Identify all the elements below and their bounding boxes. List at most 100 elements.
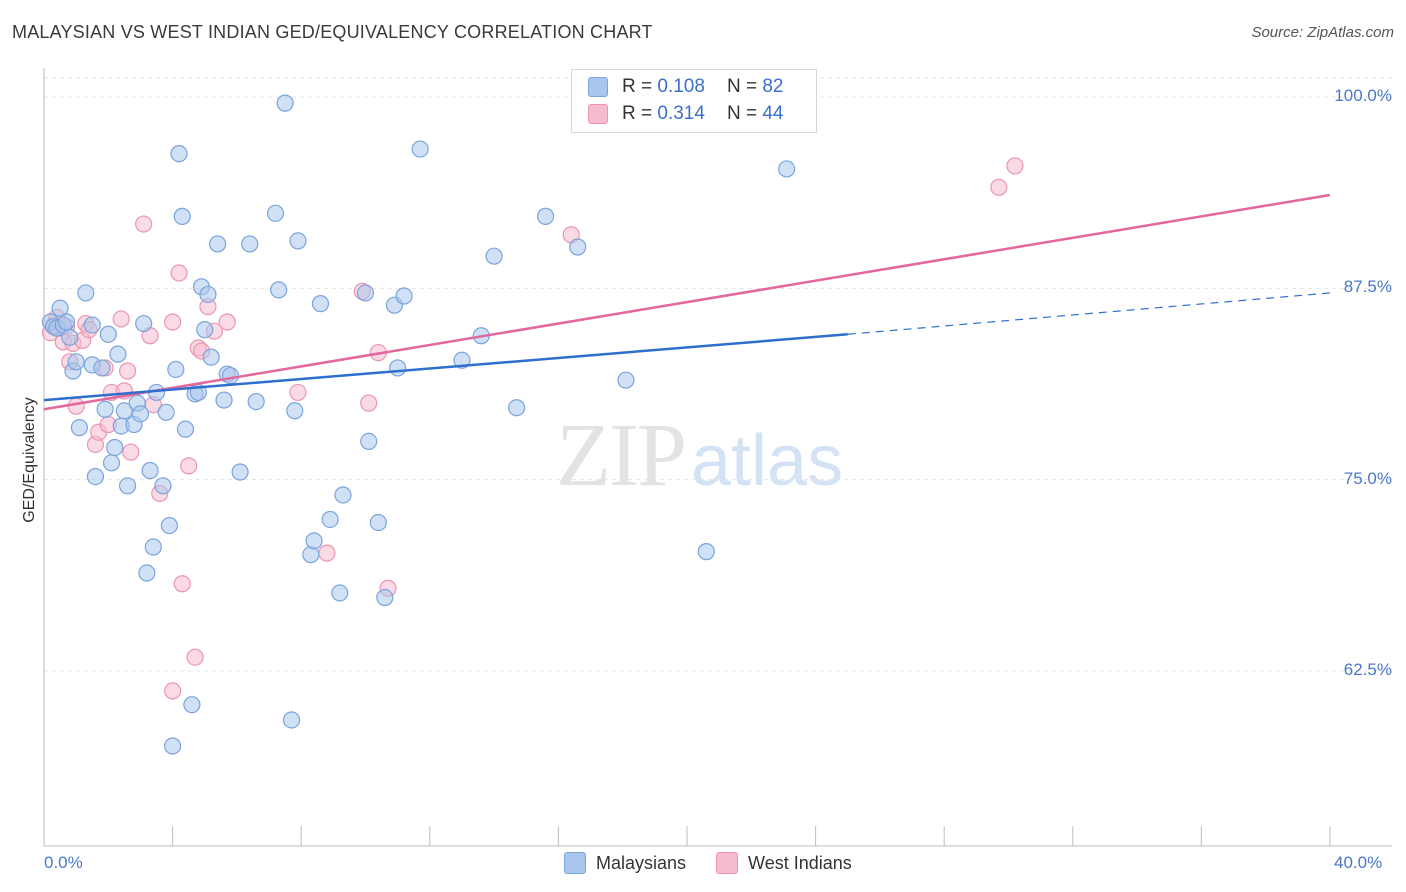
x-tick-max: 40.0% (1334, 853, 1383, 872)
malaysians-point (118, 477, 137, 495)
west-indians-point (289, 383, 307, 402)
malaysians-point (778, 160, 796, 178)
malaysians-point (199, 285, 217, 304)
malaysians-point (173, 207, 191, 225)
malaysians-point (170, 145, 188, 163)
west-indians-point (173, 575, 191, 593)
malaysians-point (77, 284, 95, 302)
malaysians-point (202, 348, 220, 366)
malaysians-point (183, 696, 201, 714)
malaysians-point (282, 711, 301, 729)
malaysians-point (231, 463, 249, 481)
malaysians-point (176, 420, 195, 438)
malaysians-point (369, 513, 387, 532)
west-indians-point (118, 362, 137, 380)
legend-label: Malaysians (596, 852, 687, 873)
malaysians-point (311, 295, 330, 313)
malaysians-point (209, 235, 227, 253)
malaysians-point (536, 207, 555, 225)
malaysians-point (321, 510, 339, 529)
west-indians-point (170, 264, 188, 282)
west-indians-trend-line (43, 193, 1331, 411)
y-tick-label: 100.0% (1334, 86, 1392, 105)
malaysians-point (93, 359, 111, 377)
malaysians-swatch (588, 77, 608, 97)
r-label: R = (622, 76, 653, 97)
west-indians-point (164, 682, 182, 700)
legend-label: West Indians (748, 852, 852, 873)
west-indians-point (360, 394, 378, 412)
malaysians-point (241, 235, 259, 253)
watermark-zip: ZIP (556, 406, 687, 505)
malaysians-point (286, 402, 304, 420)
malaysians-point (167, 360, 185, 379)
malaysians-point (57, 313, 76, 331)
malaysians-point (305, 532, 323, 550)
malaysians-point (131, 405, 150, 423)
malaysians-point (83, 316, 101, 334)
malaysians-point (331, 584, 349, 602)
malaysians-point (164, 737, 182, 755)
malaysians-point (141, 461, 159, 480)
malaysians-point (270, 281, 288, 299)
malaysians-point (144, 538, 162, 556)
watermark: ZIPatlas (556, 404, 843, 507)
malaysians-point (115, 402, 133, 420)
r-value: 0.108 (657, 76, 705, 97)
stats-row-west-indians: R = 0.314 N = 44 (588, 102, 783, 126)
legend-item-west-indians[interactable]: West Indians (716, 852, 852, 874)
source-label: Source: ZipAtlas.com (1251, 24, 1394, 41)
west-indians-point (990, 178, 1008, 196)
r-label: R = (622, 103, 653, 124)
malaysians-legend-swatch (564, 852, 586, 874)
malaysians-point (569, 238, 587, 256)
chart-title: MALAYSIAN VS WEST INDIAN GED/EQUIVALENCY… (12, 22, 653, 42)
series-legend: Malaysians West Indians (564, 852, 882, 874)
malaysians-point (697, 543, 715, 561)
watermark-atlas: atlas (691, 421, 844, 501)
west-indians-point (164, 313, 182, 331)
malaysians-point (99, 325, 117, 343)
west-indians-point (1006, 157, 1024, 175)
malaysians-point (61, 328, 79, 346)
legend-item-malaysians[interactable]: Malaysians (564, 852, 686, 874)
west-indians-point (318, 544, 336, 562)
malaysians-point (289, 232, 307, 250)
malaysians-point (617, 371, 635, 389)
r-value: 0.314 (657, 103, 705, 124)
trend-lines (43, 193, 1331, 411)
stats-legend: R = 0.108 N = 82 R = 0.314 N = 44 (571, 69, 817, 133)
n-label: N = (726, 103, 758, 124)
malaysians-point (485, 247, 503, 265)
malaysians-point (334, 486, 352, 504)
malaysians-trend-extension (847, 292, 1331, 335)
malaysians-point (70, 419, 88, 437)
malaysians-point (360, 432, 378, 450)
malaysians-point (138, 564, 156, 582)
malaysians-point (508, 399, 526, 417)
malaysians-point (135, 314, 153, 333)
malaysians-point (67, 353, 85, 371)
west-indians-point (135, 215, 153, 233)
y-tick-label: 62.5% (1343, 660, 1392, 679)
n-label: N = (726, 76, 758, 97)
malaysians-point (215, 391, 233, 409)
west-indians-point (180, 457, 198, 475)
malaysians-point (96, 400, 114, 418)
malaysians-point (51, 299, 69, 317)
malaysians-point (109, 345, 127, 363)
malaysians-point (86, 468, 105, 486)
malaysians-point (356, 284, 375, 302)
malaysians-point (389, 359, 407, 377)
y-tick-label: 75.0% (1343, 468, 1392, 488)
malaysians-point (276, 94, 294, 112)
malaysians-point (102, 454, 121, 472)
malaysians-point (376, 588, 394, 607)
malaysians-point (411, 140, 429, 158)
west-indians-swatch (588, 104, 608, 124)
malaysians-point (395, 287, 413, 305)
y-axis-label: GED/Equivalency (21, 397, 38, 523)
west-indians-point (67, 397, 85, 415)
malaysians-point (196, 321, 214, 339)
west-indians-legend-swatch (716, 852, 739, 874)
